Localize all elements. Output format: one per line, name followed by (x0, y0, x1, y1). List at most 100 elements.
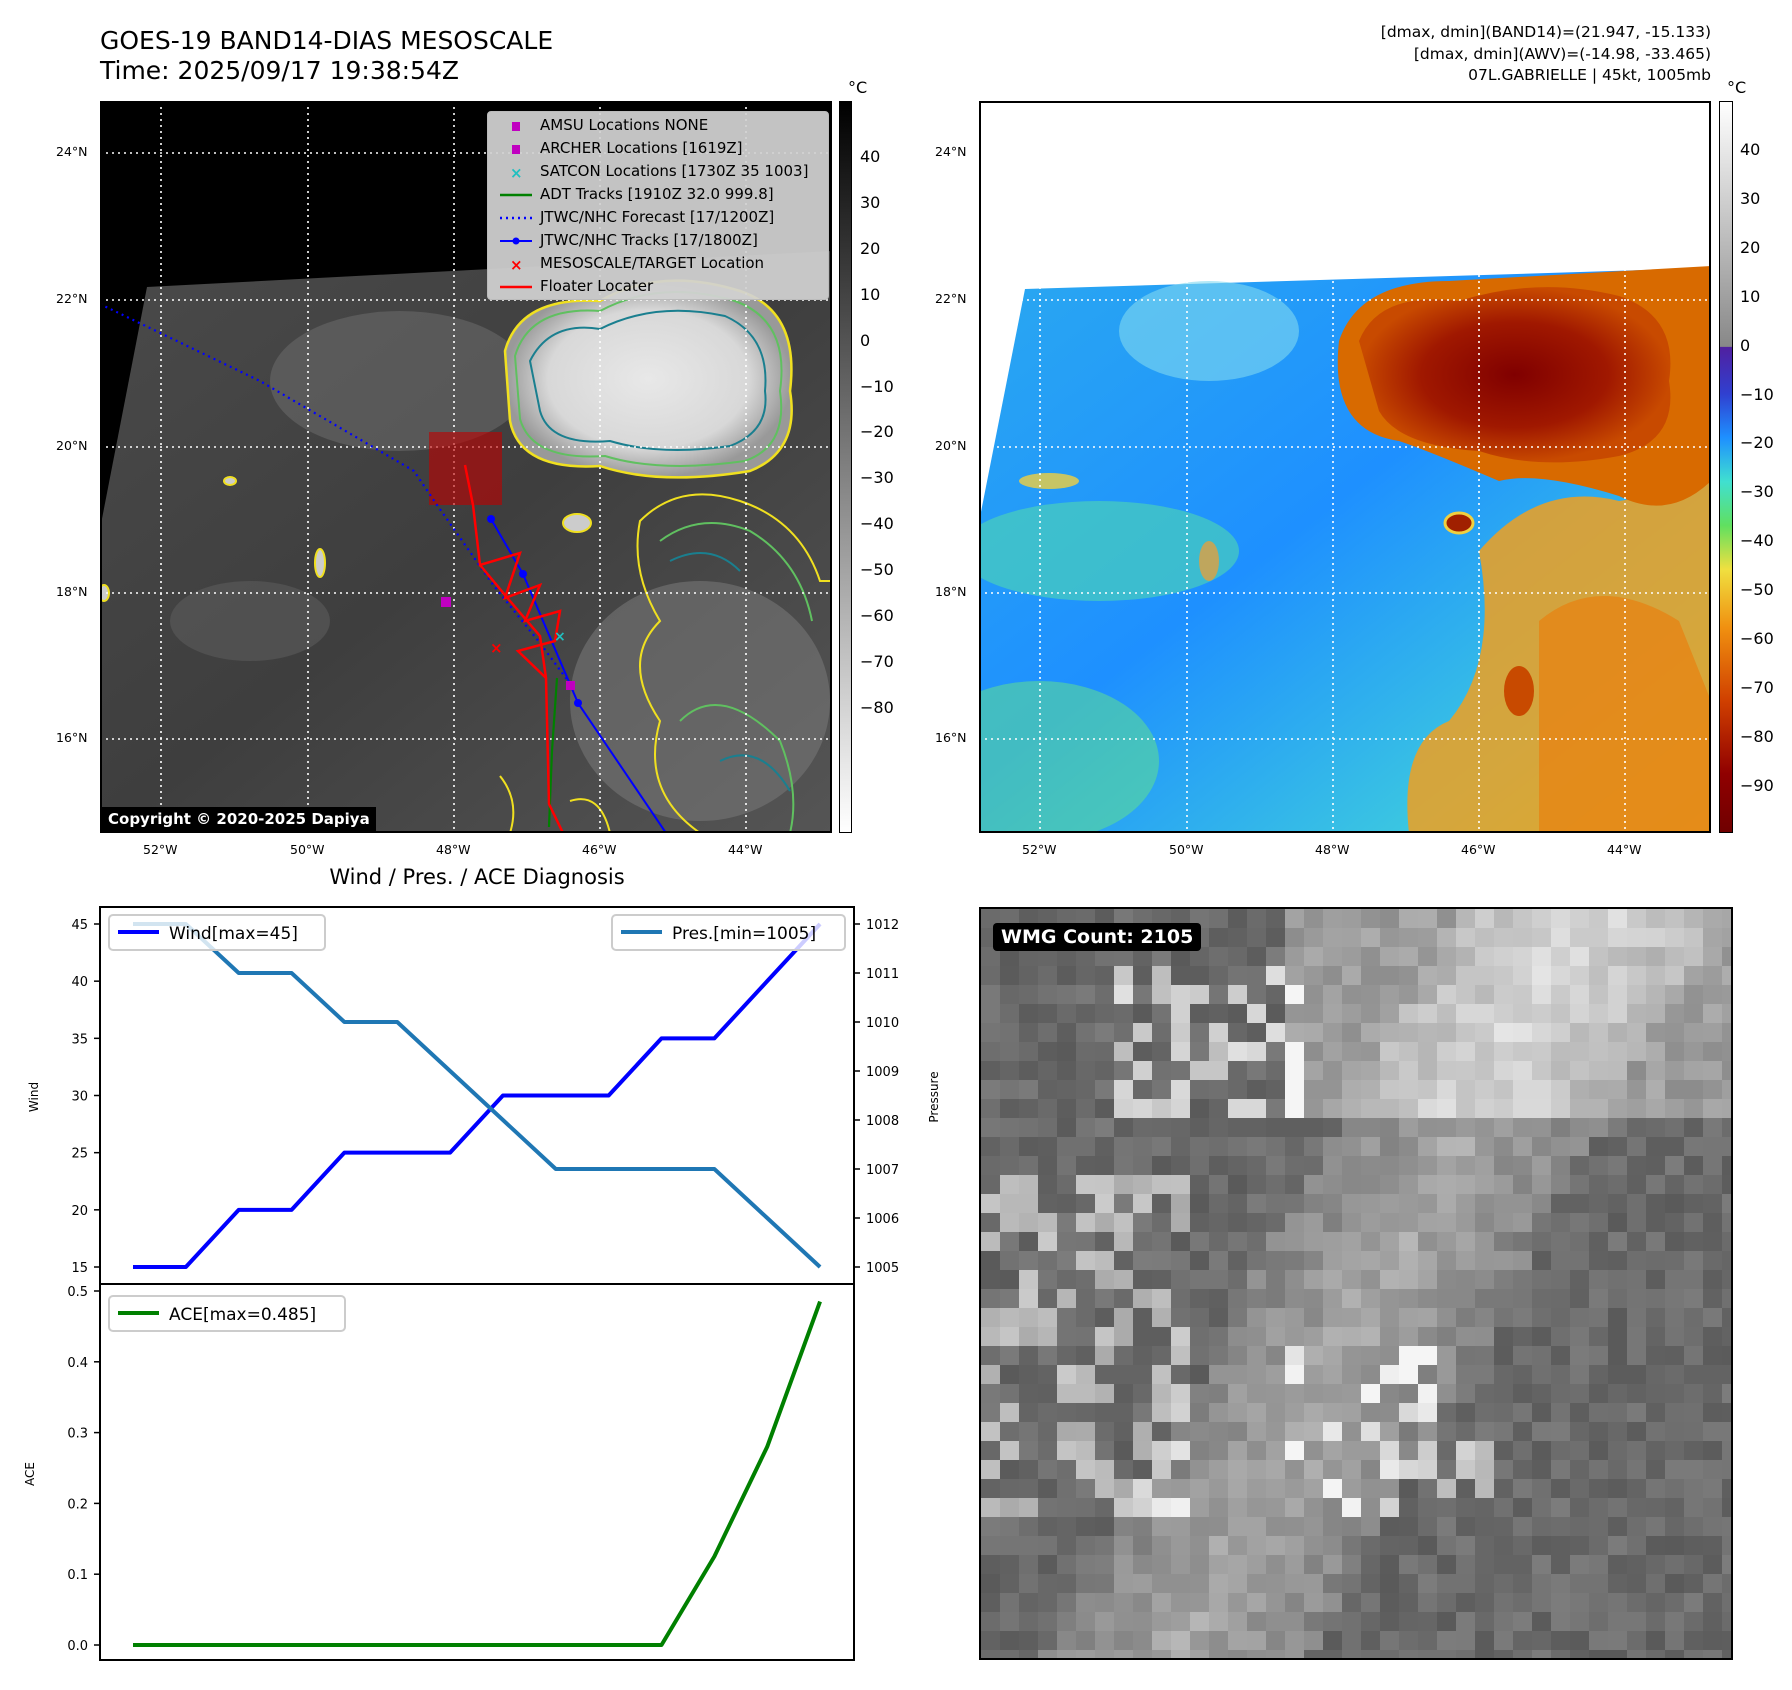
wmg-pixel (1627, 1365, 1646, 1384)
wmg-pixel (1228, 1460, 1247, 1479)
wmg-pixel (1304, 1213, 1323, 1232)
wmg-pixel (981, 1536, 1000, 1555)
lat-label: 22°N (56, 291, 88, 306)
wmg-pixel (1266, 1327, 1285, 1346)
wmg-pixel (1570, 909, 1589, 928)
wmg-pixel (1532, 1346, 1551, 1365)
wmg-pixel (1665, 1251, 1684, 1270)
wmg-pixel (1228, 1118, 1247, 1137)
wmg-pixel (1095, 1023, 1114, 1042)
wmg-pixel (1456, 966, 1475, 985)
wmg-pixel (1475, 1251, 1494, 1270)
wmg-pixel (1209, 1289, 1228, 1308)
wmg-pixel (1228, 1422, 1247, 1441)
wmg-pixel (1513, 1080, 1532, 1099)
wmg-pixel (1342, 1118, 1361, 1137)
wmg-pixel (1304, 985, 1323, 1004)
wmg-pixel (1418, 1042, 1437, 1061)
wmg-pixel (1589, 1631, 1608, 1650)
wmg-pixel (1494, 1080, 1513, 1099)
wmg-pixel (1247, 1023, 1266, 1042)
wmg-pixel (1304, 1099, 1323, 1118)
wmg-pixel (1361, 1308, 1380, 1327)
wmg-pixel (1494, 1498, 1513, 1517)
wmg-pixel (1399, 1422, 1418, 1441)
wmg-pixel (1608, 1042, 1627, 1061)
wmg-pixel (1380, 1631, 1399, 1650)
wmg-pixel (1361, 1099, 1380, 1118)
wmg-pixel (1266, 1061, 1285, 1080)
wmg-pixel (1703, 1270, 1722, 1289)
title-line-1: GOES-19 BAND14-DIAS MESOSCALE (100, 26, 554, 55)
wmg-pixel (1000, 1327, 1019, 1346)
wmg-pixel (1361, 1612, 1380, 1631)
wmg-pixel (1285, 1555, 1304, 1574)
wmg-pixel (1608, 1080, 1627, 1099)
wmg-pixel (1703, 1080, 1722, 1099)
wmg-pixel (1000, 985, 1019, 1004)
wmg-pixel (1228, 1517, 1247, 1536)
wmg-pixel (1342, 1289, 1361, 1308)
wmg-pixel (1646, 1441, 1665, 1460)
wmg-pixel (1646, 909, 1665, 928)
wmg-pixel (1627, 1289, 1646, 1308)
wmg-pixel (1019, 1042, 1038, 1061)
wmg-pixel (1608, 1555, 1627, 1574)
satcon-marker: × (554, 629, 566, 645)
square-marker-icon (512, 121, 520, 131)
wmg-pixel (1646, 1536, 1665, 1555)
wmg-pixel (1551, 1251, 1570, 1270)
wmg-pixel (1285, 1251, 1304, 1270)
wmg-pixel (1190, 1631, 1209, 1650)
wmg-pixel (1703, 1365, 1722, 1384)
wmg-pixel (1494, 1346, 1513, 1365)
wmg-pixel (1323, 985, 1342, 1004)
wmg-pixel (1266, 1574, 1285, 1593)
wmg-pixel (1589, 1099, 1608, 1118)
wmg-pixel (1209, 1441, 1228, 1460)
wmg-pixel (1418, 1251, 1437, 1270)
wmg-pixel (1323, 1441, 1342, 1460)
wmg-pixel (1171, 1574, 1190, 1593)
wmg-pixel (1380, 966, 1399, 985)
wmg-pixel (1551, 1631, 1570, 1650)
wmg-pixel (1171, 1175, 1190, 1194)
ace-tick-label: 0.4 (67, 1356, 88, 1371)
wmg-pixel (1342, 1612, 1361, 1631)
wmg-pixel (1494, 1308, 1513, 1327)
wmg-pixel (1323, 1137, 1342, 1156)
wmg-pixel (1513, 1650, 1532, 1658)
wmg-pixel (1114, 1574, 1133, 1593)
wmg-pixel (1399, 1061, 1418, 1080)
wmg-pixel (1152, 1517, 1171, 1536)
wmg-pixel (1323, 966, 1342, 985)
wmg-pixel (1361, 909, 1380, 928)
wmg-pixel (1570, 1517, 1589, 1536)
wmg-pixel (1532, 1061, 1551, 1080)
wmg-pixel (1304, 1308, 1323, 1327)
wmg-pixel (1209, 1194, 1228, 1213)
wmg-pixel (1361, 1479, 1380, 1498)
legend-label: ARCHER Locations [1619Z] (540, 139, 743, 157)
wmg-pixel (1285, 1137, 1304, 1156)
wmg-pixel (1532, 985, 1551, 1004)
wmg-pixel (1532, 1251, 1551, 1270)
wmg-pixel (1019, 1422, 1038, 1441)
wmg-pixel (1456, 928, 1475, 947)
wmg-pixel (1057, 1061, 1076, 1080)
wmg-pixel (1551, 1061, 1570, 1080)
wmg-pixel (1285, 1517, 1304, 1536)
wmg-pixel (1589, 1080, 1608, 1099)
lon-label: 44°W (728, 842, 763, 857)
wmg-pixel (1057, 966, 1076, 985)
wmg-pixel (1703, 1479, 1722, 1498)
wmg-panel: WMG Count: 2105 (979, 907, 1733, 1660)
wmg-pixel (1589, 947, 1608, 966)
wmg-pixel (1171, 1118, 1190, 1137)
wmg-pixel (1285, 1289, 1304, 1308)
wmg-pixel (1133, 1327, 1152, 1346)
colorbar-tick: −40 (1740, 531, 1774, 551)
wind-line (133, 922, 822, 1269)
wmg-pixel (1190, 1042, 1209, 1061)
wmg-pixel (1076, 1422, 1095, 1441)
